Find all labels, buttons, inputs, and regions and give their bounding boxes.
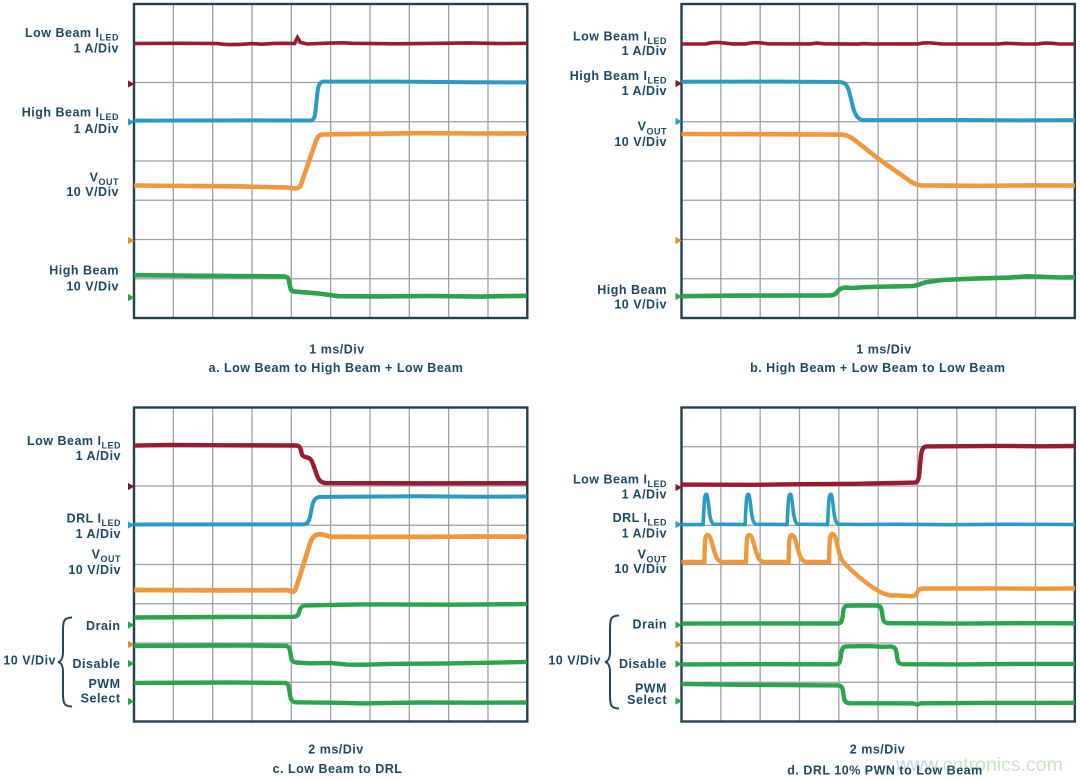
svg-text:1 A/Div: 1 A/Div [622,526,667,540]
svg-text:1 A/Div: 1 A/Div [622,44,667,58]
svg-text:High Beam: High Beam [49,263,119,277]
svg-text:1 ms/Div: 1 ms/Div [856,342,911,356]
svg-text:High Beam ILED: High Beam ILED [22,105,119,122]
svg-text:b. High Beam + Low Beam to Low: b. High Beam + Low Beam to Low Beam [750,361,1005,375]
svg-text:a. Low Beam to High Beam + Low: a. Low Beam to High Beam + Low Beam [209,361,464,375]
svg-text:10 V/Div: 10 V/Div [66,279,119,293]
svg-text:1 A/Div: 1 A/Div [74,122,119,136]
svg-text:Low Beam ILED: Low Beam ILED [573,29,667,46]
svg-text:www.cntronics.com: www.cntronics.com [895,754,1063,776]
svg-text:1 A/Div: 1 A/Div [76,449,121,463]
svg-text:Low Beam ILED: Low Beam ILED [25,26,119,43]
svg-text:Low Beam ILED: Low Beam ILED [573,473,667,490]
svg-text:1 A/Div: 1 A/Div [76,527,121,541]
svg-text:1 ms/Div: 1 ms/Div [309,342,364,356]
svg-text:VOUT: VOUT [92,548,121,565]
svg-text:DRL ILED: DRL ILED [613,511,667,528]
svg-text:PWM: PWM [635,682,667,696]
svg-text:10 V/Div: 10 V/Div [548,654,601,668]
svg-text:Select: Select [81,692,121,706]
svg-text:1 A/Div: 1 A/Div [622,84,667,98]
svg-text:10 V/Div: 10 V/Div [614,562,667,576]
svg-text:10 V/Div: 10 V/Div [68,563,121,577]
svg-text:Drain: Drain [633,618,667,632]
svg-text:10 V/Div: 10 V/Div [614,135,667,149]
svg-text:2 ms/Div: 2 ms/Div [850,742,905,756]
svg-text:10 V/Div: 10 V/Div [614,298,667,312]
svg-text:10 V/Div: 10 V/Div [66,185,119,199]
svg-text:Disable: Disable [619,657,667,671]
svg-text:PWM: PWM [88,677,120,691]
svg-text:2 ms/Div: 2 ms/Div [308,742,363,756]
svg-text:1 A/Div: 1 A/Div [74,41,119,55]
svg-text:Disable: Disable [73,657,121,671]
svg-text:1 A/Div: 1 A/Div [622,488,667,502]
svg-text:Select: Select [627,693,667,707]
svg-text:d. DRL 10% PWN to Low Beam: d. DRL 10% PWN to Low Beam [787,763,982,777]
svg-text:Low Beam ILED: Low Beam ILED [27,434,121,451]
svg-text:High Beam: High Beam [597,283,667,297]
svg-text:c. Low Beam to DRL: c. Low Beam to DRL [273,762,403,776]
svg-text:DRL ILED: DRL ILED [67,512,121,529]
svg-text:High Beam ILED: High Beam ILED [570,69,667,86]
svg-text:Drain: Drain [86,619,120,633]
svg-text:10 V/Div: 10 V/Div [3,654,56,668]
svg-text:VOUT: VOUT [638,120,667,137]
